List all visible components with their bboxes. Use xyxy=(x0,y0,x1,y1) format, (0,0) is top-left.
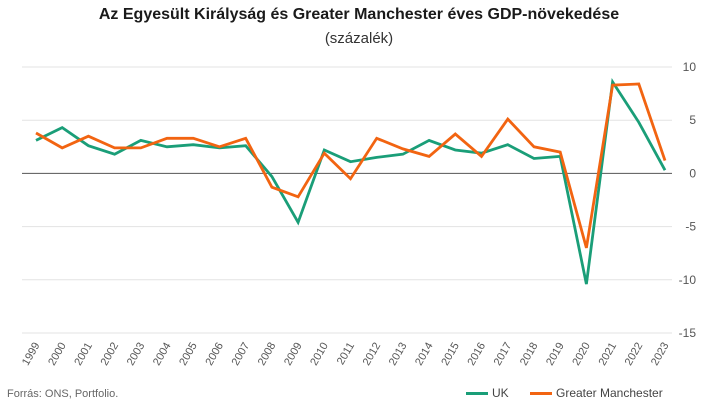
series-line-uk xyxy=(35,77,667,285)
x-tick-label: 2018 xyxy=(518,341,541,368)
x-tick-label: 2014 xyxy=(413,341,436,368)
y-tick-label: 0 xyxy=(689,166,696,180)
x-tick-label: 2015 xyxy=(439,341,462,368)
y-tick-label: -15 xyxy=(679,326,697,340)
x-tick-label: 2008 xyxy=(256,341,279,368)
x-tick-label: 2007 xyxy=(230,341,253,368)
series-line-greater-manchester xyxy=(35,82,667,249)
legend-label-greater-manchester: Greater Manchester xyxy=(556,386,663,400)
x-tick-label: 2016 xyxy=(466,341,489,368)
chart-subtitle: (százalék) xyxy=(324,30,394,47)
legend-item-uk: UK xyxy=(466,386,509,400)
x-tick-label: 2017 xyxy=(492,341,515,368)
y-tick-label: -10 xyxy=(679,273,697,287)
x-tick-label: 2004 xyxy=(151,341,174,368)
x-tick-label: 2023 xyxy=(649,341,672,368)
legend-swatch-uk xyxy=(466,391,488,395)
x-tick-label: 2020 xyxy=(570,341,593,368)
x-tick-label: 2011 xyxy=(335,341,357,367)
source-note: Forrás: ONS, Portfolio. xyxy=(7,388,119,400)
x-tick-label: 2021 xyxy=(597,341,620,368)
y-tick-label: 10 xyxy=(683,60,697,74)
legend-label-uk: UK xyxy=(492,386,509,400)
y-tick-label: -5 xyxy=(685,220,696,234)
x-tick-label: 2009 xyxy=(282,341,305,368)
x-tick-label: 2001 xyxy=(72,341,95,368)
x-tick-label: 2012 xyxy=(361,341,384,368)
chart-title: Az Egyesült Királyság és Greater Manches… xyxy=(98,6,620,23)
x-tick-label: 2000 xyxy=(46,341,69,368)
x-tick-label: 2005 xyxy=(177,341,200,368)
x-tick-label: 2010 xyxy=(308,341,331,368)
x-tick-label: 2002 xyxy=(99,341,122,368)
x-tick-label: 2013 xyxy=(387,341,410,368)
x-tick-label: 1999 xyxy=(20,341,43,368)
legend-item-greater-manchester: Greater Manchester xyxy=(530,386,663,400)
x-tick-label: 2006 xyxy=(203,341,226,368)
y-tick-label: 5 xyxy=(689,113,696,127)
x-tick-label: 2019 xyxy=(544,341,567,368)
x-tick-label: 2022 xyxy=(623,341,646,368)
legend-swatch-greater-manchester xyxy=(530,391,552,395)
x-tick-label: 2003 xyxy=(125,341,148,368)
